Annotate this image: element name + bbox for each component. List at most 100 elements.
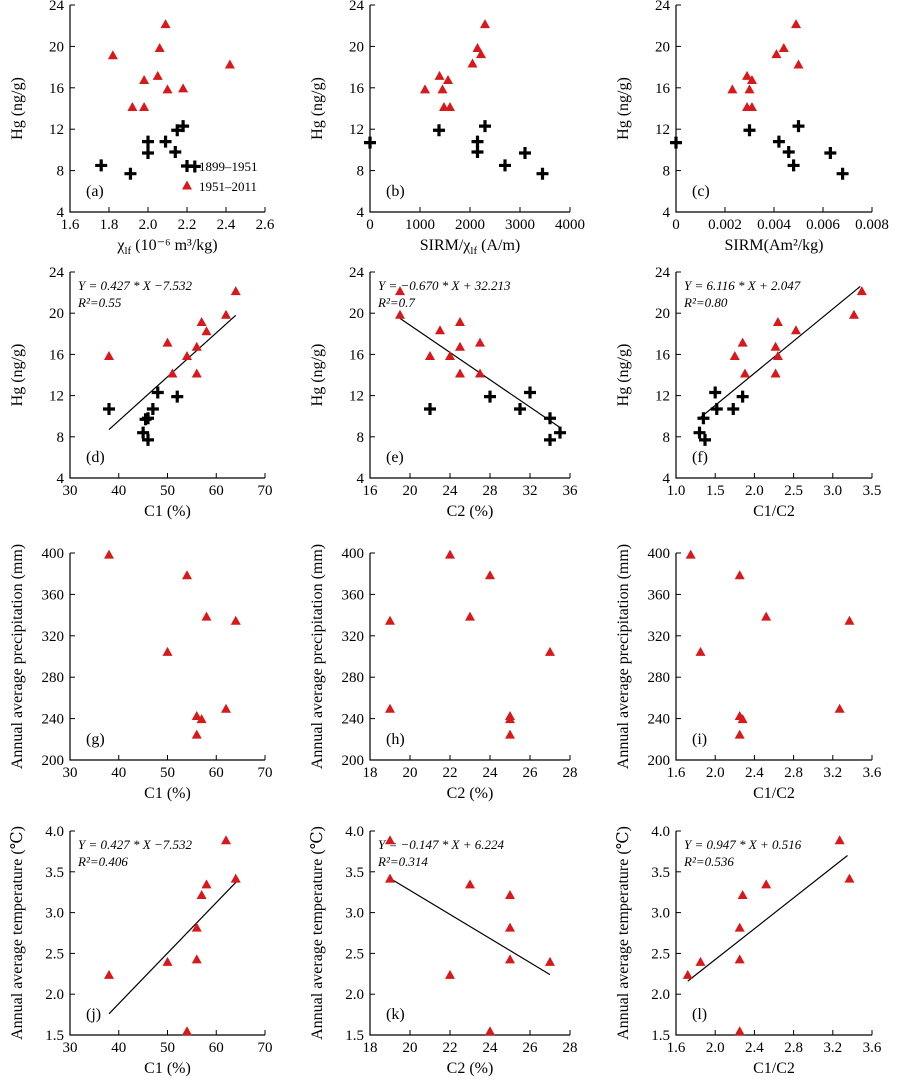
data-point-1951-2011: [770, 341, 781, 351]
panel-h: 18 20 22 24 26 28 200 240 280 320 360 400 C2 (%) Annu…: [309, 544, 578, 802]
y-axis-label: Hg (ng/g): [9, 344, 26, 407]
regression-equation: Y = 6.116 * X + 2.047: [684, 278, 801, 293]
y-axis-label: Annual average precipitation (mm): [615, 544, 632, 769]
y-tick-label: 20: [655, 306, 670, 322]
data-point-1951-2011: [844, 873, 855, 883]
x-tick-label: 18: [363, 765, 378, 781]
x-axis-label: C1 (%): [144, 1060, 191, 1077]
x-tick-label: 26: [523, 765, 539, 781]
y-tick-label: 280: [42, 670, 65, 686]
data-point-1951-2011: [162, 84, 173, 94]
x-tick-label: 1.8: [100, 217, 119, 233]
x-tick-label: 2.0: [745, 483, 764, 499]
data-point-1899-1951: [479, 120, 491, 133]
y-tick-label: 4: [57, 471, 65, 487]
y-tick-label: 20: [349, 306, 364, 322]
x-tick-label: 50: [160, 765, 175, 781]
data-point-1899-1951: [471, 135, 484, 148]
panel-label: (e): [386, 449, 404, 466]
data-point-1899-1951: [471, 145, 484, 158]
y-tick-label: 400: [342, 546, 365, 562]
y-axis-label: Hg (ng/g): [9, 77, 26, 140]
data-point-1951-2011: [727, 84, 738, 94]
data-point-1951-2011: [395, 286, 405, 296]
y-tick-label: 2.5: [45, 946, 64, 962]
y-tick-label: 400: [42, 546, 65, 562]
data-point-1951-2011: [695, 956, 706, 966]
data-point-1951-2011: [152, 70, 163, 80]
x-axis-label: C1/C2: [753, 785, 795, 802]
y-axis-label: Annual average precipitation (mm): [9, 544, 26, 769]
data-point-1899-1951: [699, 433, 712, 446]
data-point-1899-1951: [836, 167, 849, 180]
x-tick-label: 0.004: [757, 217, 791, 233]
y-tick-label: 8: [357, 164, 365, 180]
data-point-1899-1951: [743, 124, 756, 137]
panel-c: 0 0.002 0.004 0.006 0.008 4 8 12 16 20 24 SIRM(Am²/…: [615, 0, 889, 254]
data-point-1951-2011: [848, 309, 859, 319]
data-point-1951-2011: [476, 49, 486, 59]
data-point-1951-2011: [761, 879, 772, 889]
panel-e: 16 20 24 28 32 36 4 8 12 16 20 24 C2 (%) Hg (ng/g) (e)…: [309, 265, 578, 520]
data-point-1899-1951: [709, 386, 722, 399]
y-tick-label: 2.5: [651, 946, 670, 962]
y-tick-label: 400: [648, 546, 671, 562]
data-point-1951-2011: [201, 611, 212, 621]
data-point-1951-2011: [771, 49, 782, 59]
x-tick-label: 1.5: [706, 483, 725, 499]
panel-l: 1.6 2.0 2.4 2.8 3.2 3.6 1.5 2.0 2.5 3.0 3.5 4.0 C1/C…: [615, 824, 882, 1077]
data-point-1951-2011: [139, 75, 150, 85]
data-point-1951-2011: [191, 729, 202, 739]
y-axis-label: Annual average precipitation (mm): [309, 544, 326, 769]
data-point-1899-1951: [171, 390, 184, 403]
x-tick-label: 40: [111, 483, 126, 499]
y-tick-label: 8: [663, 430, 671, 446]
data-point-1951-2011: [772, 316, 783, 326]
data-point-1951-2011: [435, 325, 445, 335]
y-tick-label: 16: [655, 81, 671, 97]
x-tick-label: 24: [443, 483, 459, 499]
y-tick-label: 8: [357, 430, 365, 446]
y-tick-label: 240: [342, 712, 365, 728]
y-tick-label: 1.5: [651, 1028, 670, 1044]
x-tick-label: 30: [63, 1040, 78, 1056]
axes: [369, 5, 570, 213]
data-point-1951-2011: [230, 286, 241, 296]
x-tick-label: 1.6: [61, 217, 80, 233]
data-point-1951-2011: [182, 350, 192, 360]
x-tick-label: 0: [672, 217, 680, 233]
panel-g: 30 40 50 60 70 200 240 280 320 360 400 C1 (%) Annual…: [9, 544, 273, 802]
data-point-1899-1951: [772, 135, 785, 148]
y-tick-label: 24: [349, 265, 365, 281]
x-tick-label: 3.2: [823, 1040, 842, 1056]
x-tick-label: 2.0: [706, 1040, 725, 1056]
y-tick-label: 8: [663, 164, 671, 180]
x-tick-label: 50: [160, 483, 175, 499]
x-tick-label: 1000: [405, 217, 435, 233]
y-axis-label: Annual average temperature (℃): [309, 826, 326, 1040]
data-point-1951-2011: [695, 646, 706, 656]
axes: [675, 553, 872, 761]
x-tick-label: 60: [209, 1040, 224, 1056]
y-tick-label: 20: [349, 39, 364, 55]
data-point-1951-2011: [834, 703, 845, 713]
x-axis-label: C1/C2: [753, 503, 795, 520]
panel-k: 18 20 22 24 26 28 1.5 2.0 2.5 3.0 3.5 4.0 C2 (%) Annu…: [309, 824, 578, 1077]
data-point-1899-1951: [151, 386, 164, 399]
data-point-1951-2011: [778, 42, 789, 52]
y-tick-label: 320: [342, 629, 365, 645]
data-point-1899-1951: [536, 167, 549, 180]
y-tick-label: 12: [655, 122, 670, 138]
data-point-1951-2011: [230, 615, 241, 625]
data-point-1899-1951: [142, 147, 154, 160]
panel-label: (c): [692, 183, 710, 200]
x-tick-label: 22: [443, 765, 458, 781]
data-point-1951-2011: [772, 350, 783, 360]
y-tick-label: 8: [57, 430, 65, 446]
y-tick-label: 4: [357, 205, 365, 221]
y-axis-label: Hg (ng/g): [309, 344, 326, 407]
panel-label: (a): [86, 183, 104, 200]
x-tick-label: 70: [258, 483, 273, 499]
axes: [369, 553, 570, 761]
y-tick-label: 3.5: [45, 865, 64, 881]
